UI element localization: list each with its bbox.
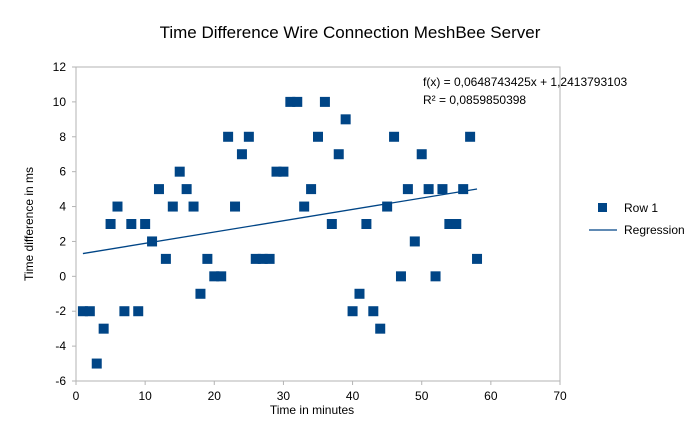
data-point [112,201,123,212]
data-point [389,131,400,142]
y-tick-label: 6 [59,165,66,179]
data-point [209,271,220,282]
y-tick-label: 2 [59,234,66,248]
x-tick-label: 20 [208,389,222,403]
x-axis: 0 10 20 30 40 50 60 70 [73,381,567,403]
data-point [340,114,351,125]
data-point [202,253,213,264]
data-point [375,323,386,334]
data-point [306,184,317,195]
data-point [91,358,102,369]
data-point [285,96,296,107]
data-point [119,306,130,317]
y-tick-label: 12 [53,60,67,74]
y-tick-label: 8 [59,130,66,144]
data-point [382,201,393,212]
data-point [195,288,206,299]
data-point [271,166,282,177]
legend-label-regression: Regression [624,223,685,237]
x-tick-label: 30 [277,389,291,403]
data-point [174,166,185,177]
data-point [188,201,199,212]
x-tick-label: 60 [484,389,498,403]
data-point [361,219,372,229]
y-tick-label: 0 [59,269,66,283]
data-point [313,131,323,142]
y-tick-label: -4 [55,339,66,353]
data-point [126,219,137,229]
data-point [437,184,448,195]
legend-label-row1: Row 1 [624,201,658,215]
legend-marker-row1 [598,203,607,212]
data-point [278,166,289,177]
data-point [264,253,275,264]
plot-area [75,66,561,382]
x-tick-label: 70 [553,389,567,403]
data-point [153,184,164,195]
data-point [416,149,427,160]
data-point [140,219,151,229]
data-point [98,323,109,334]
data-point [354,288,365,299]
data-point [292,96,303,107]
x-tick-label: 0 [73,389,80,403]
data-point [409,236,420,247]
points-layer [77,96,483,369]
data-point [347,306,358,317]
chart-title: Time Difference Wire Connection MeshBee … [160,23,541,42]
x-axis-label: Time in minutes [270,403,354,417]
data-point [236,149,247,160]
data-point [465,131,476,142]
data-point [160,253,171,264]
y-axis: -6 -4 -2 0 2 4 6 8 10 12 [53,60,76,388]
data-point [77,306,88,317]
y-axis-label: Time difference in ms [22,167,36,281]
data-point [444,219,455,229]
regression-equation: f(x) = 0,0648743425x + 1,2413793103 [423,75,627,89]
data-point [84,306,95,317]
y-tick-label: 10 [53,95,67,109]
data-point [326,219,337,229]
data-point [105,219,116,229]
data-point [147,236,158,247]
data-point [458,184,469,195]
data-point [223,131,234,142]
data-point [299,201,310,212]
data-point [395,271,406,282]
data-point [230,201,241,212]
data-point [430,271,441,282]
regression-r-squared: R² = 0,0859850398 [423,93,526,107]
y-tick-label: -6 [55,374,66,388]
data-point [319,96,330,107]
legend: Row 1 Regression [589,201,685,237]
x-tick-label: 10 [138,389,152,403]
data-point [423,184,434,195]
x-tick-label: 40 [346,389,360,403]
data-point [257,253,268,264]
data-point [472,253,483,264]
data-point [451,219,462,229]
plot-frame [75,66,561,382]
data-point [216,271,227,282]
y-tick-label: 4 [59,200,66,214]
data-point [181,184,192,195]
y-tick-label: -2 [55,304,66,318]
data-point [133,306,144,317]
data-point [368,306,379,317]
data-point [167,201,178,212]
data-point [243,131,254,142]
data-point [250,253,261,264]
data-point [402,184,413,195]
x-tick-label: 50 [415,389,429,403]
data-point [333,149,344,160]
